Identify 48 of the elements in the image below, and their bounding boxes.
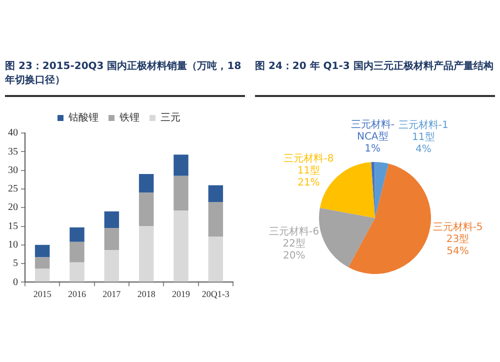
- x-tick-label: 2015: [33, 288, 52, 299]
- bar: [208, 185, 224, 202]
- slice-label: 三元材料-811型: [284, 152, 334, 176]
- bar: [174, 210, 188, 282]
- y-tick-label: 25: [8, 184, 18, 195]
- bar: [34, 244, 50, 258]
- bar: [70, 262, 84, 282]
- bar: [174, 176, 188, 211]
- y-tick-label: 20: [8, 202, 18, 214]
- data-label: 4%: [415, 144, 432, 156]
- x-tick-label: 2016: [68, 288, 86, 299]
- bar: [138, 174, 154, 193]
- chart-title: 图 24：20 年 Q1-3 国内三元正极材料产品产量结构: [255, 60, 495, 97]
- y-tick-label: 30: [8, 164, 18, 176]
- x-tick-label: 2019: [172, 288, 190, 299]
- legend-label: 钴酸锂: [68, 112, 98, 124]
- bar: [34, 268, 50, 282]
- bar: [70, 242, 84, 262]
- y-tick-label: 15: [8, 220, 18, 232]
- slice-label: 三元材料-NCA型: [350, 118, 395, 143]
- data-label: 1%: [364, 144, 381, 155]
- bar: [104, 211, 120, 228]
- data-label: 54%: [446, 246, 469, 258]
- x-tick-label: 20Q1-3: [202, 288, 230, 299]
- data-label: 20%: [282, 250, 306, 262]
- legend-label: 三元: [160, 112, 180, 124]
- legend-label: 铁锂: [118, 112, 140, 124]
- slice-label: 三元材料-523型: [432, 221, 483, 246]
- y-tick-label: 0: [13, 276, 18, 288]
- bar: [208, 236, 224, 282]
- y-tick-label: 5: [13, 258, 18, 270]
- bar: [208, 202, 224, 237]
- bar: [70, 227, 84, 242]
- y-tick-label: 10: [8, 240, 18, 251]
- slice-label: 三元材料-111型: [398, 119, 448, 144]
- bar: [138, 192, 154, 226]
- y-tick-label: 40: [8, 128, 18, 139]
- bar: [34, 257, 50, 269]
- bar: [174, 154, 188, 176]
- slice-label: 三元材料-622型: [269, 225, 320, 250]
- bar: [138, 226, 154, 282]
- chart-title: 图 23：2015-20Q3 国内正极材料销量（万吨，18 年切换口径）: [5, 60, 245, 97]
- x-tick-label: 2018: [137, 288, 156, 299]
- y-tick-label: 35: [8, 146, 18, 158]
- x-tick-label: 2017: [102, 288, 122, 299]
- bar: [104, 228, 120, 250]
- data-label: 21%: [298, 177, 320, 188]
- bar: [104, 250, 120, 282]
